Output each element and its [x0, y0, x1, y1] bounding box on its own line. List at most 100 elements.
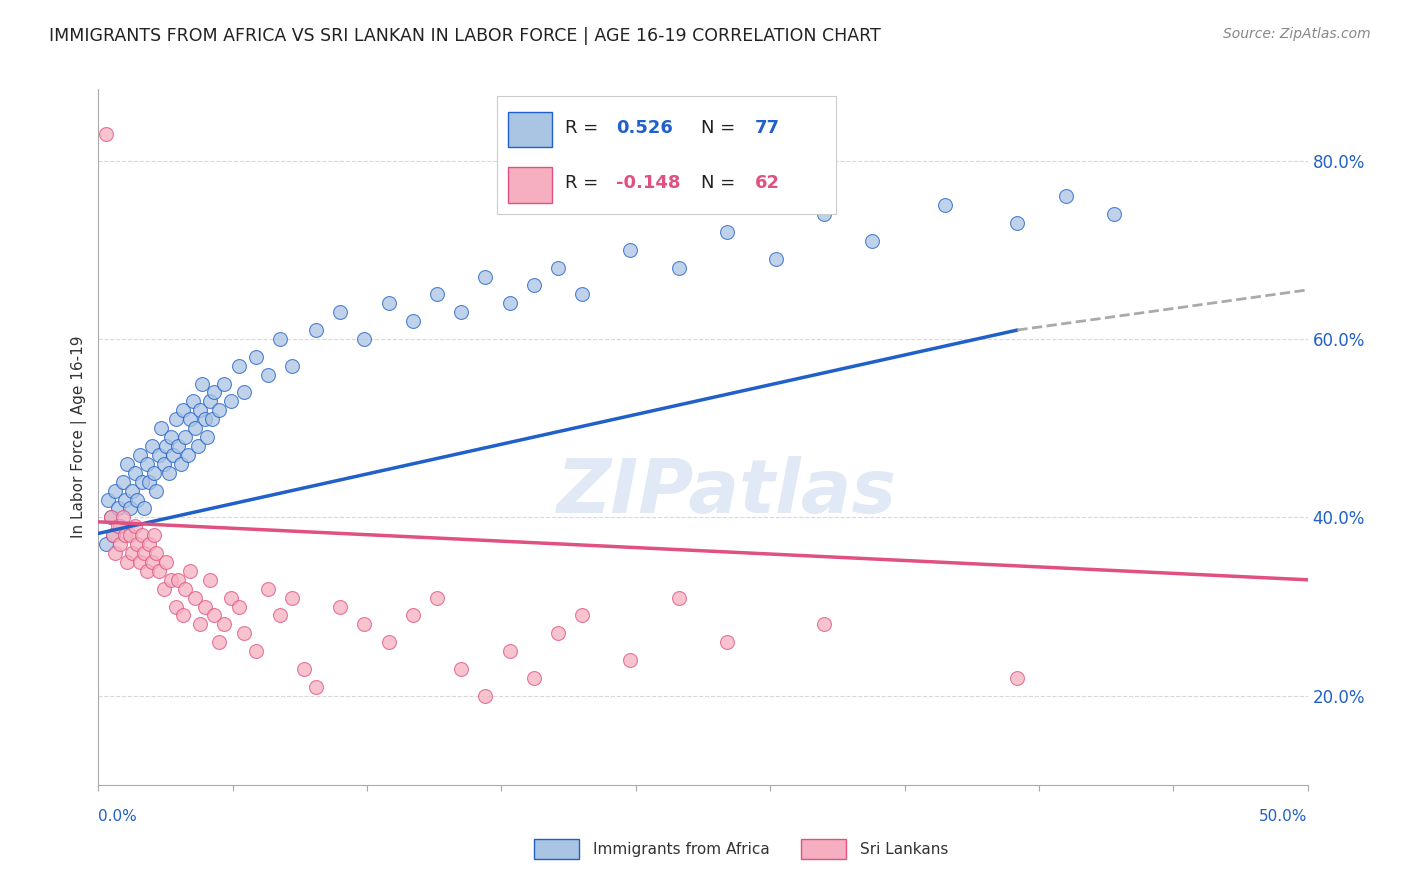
Point [117, 457, 139, 471]
Point [813, 207, 835, 221]
Point [160, 430, 183, 444]
Point [256, 368, 278, 382]
Point [813, 617, 835, 632]
Point [94, 127, 117, 141]
Point [148, 564, 170, 578]
Point [131, 528, 153, 542]
Point [184, 421, 207, 435]
Text: 0.0%: 0.0% [98, 809, 138, 823]
Point [245, 350, 267, 364]
Point [160, 573, 183, 587]
Point [934, 198, 956, 212]
Point [135, 457, 157, 471]
Text: Sri Lankans: Sri Lankans [860, 842, 949, 856]
Point [145, 483, 167, 498]
Point [1102, 207, 1125, 221]
Point [134, 501, 156, 516]
Point [426, 591, 449, 605]
Point [143, 466, 166, 480]
Point [212, 376, 235, 391]
Point [128, 448, 150, 462]
Point [107, 519, 129, 533]
Point [245, 644, 267, 658]
Point [450, 305, 472, 319]
Point [114, 528, 136, 542]
Point [101, 528, 124, 542]
Text: IMMIGRANTS FROM AFRICA VS SRI LANKAN IN LABOR FORCE | AGE 16-19 CORRELATION CHAR: IMMIGRANTS FROM AFRICA VS SRI LANKAN IN … [49, 27, 882, 45]
Point [1054, 189, 1077, 203]
Point [111, 475, 134, 489]
Point [204, 608, 226, 623]
Point [353, 617, 375, 632]
Point [165, 412, 187, 426]
Text: Source: ZipAtlas.com: Source: ZipAtlas.com [1223, 27, 1371, 41]
Point [169, 457, 191, 471]
Point [256, 582, 278, 596]
Point [157, 466, 180, 480]
Y-axis label: In Labor Force | Age 16-19: In Labor Force | Age 16-19 [72, 335, 87, 539]
Point [101, 528, 124, 542]
Text: 50.0%: 50.0% [1260, 809, 1308, 823]
Point [184, 591, 207, 605]
Point [221, 591, 243, 605]
Point [228, 359, 250, 373]
Point [523, 671, 546, 685]
Point [100, 510, 122, 524]
Point [474, 689, 496, 703]
Point [668, 260, 690, 275]
Point [143, 528, 166, 542]
Point [377, 296, 399, 310]
Point [127, 492, 149, 507]
Point [198, 394, 221, 409]
Point [108, 537, 131, 551]
Point [221, 394, 243, 409]
Point [269, 332, 291, 346]
Point [150, 421, 173, 435]
Point [1007, 216, 1029, 230]
Point [104, 546, 127, 560]
Point [716, 225, 738, 239]
Point [121, 483, 143, 498]
Point [329, 305, 352, 319]
Point [860, 234, 883, 248]
Point [167, 573, 190, 587]
Point [281, 359, 304, 373]
Point [426, 287, 449, 301]
Point [498, 644, 520, 658]
Point [145, 546, 167, 560]
Point [117, 555, 139, 569]
Point [716, 635, 738, 649]
Point [198, 573, 221, 587]
Point [111, 510, 134, 524]
Point [155, 439, 177, 453]
Point [167, 439, 190, 453]
Point [204, 385, 226, 400]
Point [402, 314, 425, 328]
Point [668, 591, 690, 605]
Point [174, 430, 197, 444]
Point [191, 376, 214, 391]
Point [201, 412, 224, 426]
Point [94, 537, 117, 551]
Point [104, 483, 127, 498]
Point [131, 475, 153, 489]
Point [114, 492, 136, 507]
Point [100, 510, 122, 524]
Point [195, 430, 218, 444]
Point [765, 252, 787, 266]
Point [402, 608, 425, 623]
Point [208, 635, 231, 649]
Point [498, 296, 520, 310]
Text: ZIPatlas: ZIPatlas [557, 456, 897, 529]
Point [148, 448, 170, 462]
Point [305, 680, 328, 694]
Point [188, 617, 211, 632]
Point [232, 385, 254, 400]
Point [108, 519, 131, 533]
Point [124, 519, 146, 533]
Point [141, 555, 163, 569]
Point [547, 260, 569, 275]
Point [228, 599, 250, 614]
Text: Immigrants from Africa: Immigrants from Africa [593, 842, 770, 856]
Point [128, 555, 150, 569]
